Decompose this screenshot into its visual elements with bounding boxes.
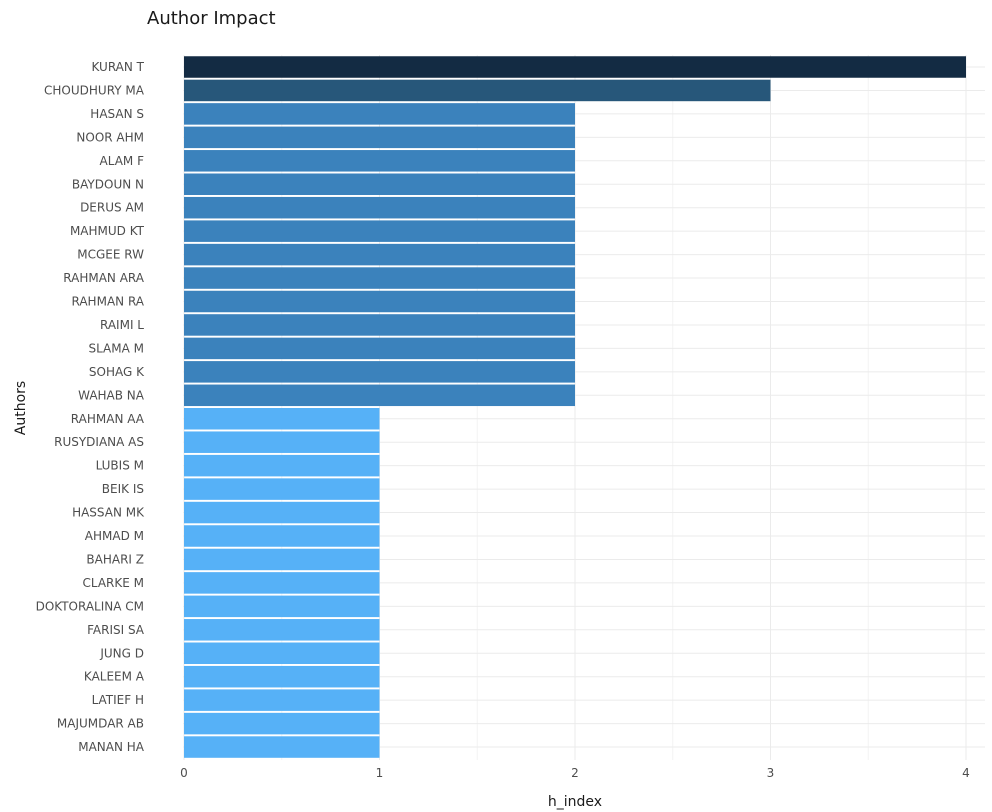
y-tick-label: RAHMAN ARA	[63, 271, 144, 285]
bar	[184, 454, 380, 477]
bar	[184, 384, 575, 407]
y-tick-label: LUBIS M	[96, 459, 144, 473]
bar	[184, 408, 380, 430]
bars	[184, 56, 966, 758]
y-tick-label: ALAM F	[100, 154, 145, 168]
y-tick-label: RAHMAN AA	[71, 412, 145, 426]
y-tick-labels: KURAN T CHOUDHURY MA HASAN S NOOR AHM ALAM F…	[36, 60, 146, 754]
y-tick-label: LATIEF H	[92, 693, 144, 707]
y-axis-title: Authors	[13, 381, 29, 435]
bar	[184, 548, 380, 571]
y-tick-label: BEIK IS	[102, 482, 144, 496]
y-tick-label: KURAN T	[91, 60, 144, 74]
y-tick-label: BAYDOUN N	[72, 177, 144, 191]
y-tick-label: WAHAB NA	[78, 388, 145, 402]
y-tick-label: RUSYDIANA AS	[54, 435, 144, 449]
bar	[184, 220, 575, 242]
y-tick-label: HASAN S	[90, 107, 144, 121]
bar	[184, 173, 575, 195]
bar	[184, 619, 380, 641]
y-tick-label: MAJUMDAR AB	[57, 717, 144, 731]
y-tick-label: CLARKE M	[82, 576, 144, 590]
bar	[184, 478, 380, 500]
y-tick-label: SLAMA M	[88, 341, 144, 355]
bar	[184, 525, 380, 547]
y-tick-label: CHOUDHURY MA	[44, 83, 145, 97]
y-tick-label: RAIMI L	[100, 318, 144, 332]
x-tick-labels: 0 1 2 3 4	[180, 766, 970, 780]
y-tick-label: KALEEM A	[84, 670, 145, 684]
bar	[184, 337, 575, 360]
x-tick-label: 1	[376, 766, 384, 780]
bar	[184, 712, 380, 735]
bar	[184, 79, 771, 102]
y-tick-label: MAHMUD KT	[70, 224, 145, 238]
bar	[184, 665, 380, 688]
x-tick-label: 2	[571, 766, 579, 780]
bar	[184, 56, 966, 78]
bar	[184, 243, 575, 266]
y-tick-label: HASSAN MK	[72, 506, 145, 520]
x-axis-title: h_index	[548, 794, 602, 810]
bar	[184, 314, 575, 336]
y-tick-label: RAHMAN RA	[72, 295, 145, 309]
x-tick-label: 3	[767, 766, 775, 780]
y-tick-label: MCGEE RW	[77, 248, 144, 262]
y-tick-label: SOHAG K	[89, 365, 145, 379]
y-tick-label: DOKTORALINA CM	[36, 599, 144, 613]
y-tick-label: DERUS AM	[80, 201, 144, 215]
y-tick-label: JUNG D	[99, 646, 144, 660]
bar	[184, 150, 575, 172]
bar	[184, 126, 575, 149]
bar	[184, 103, 575, 125]
y-tick-label: AHMAD M	[85, 529, 144, 543]
bar	[184, 361, 575, 383]
bar	[184, 689, 380, 711]
bar	[184, 196, 575, 219]
bar	[184, 572, 380, 594]
y-tick-label: FARISI SA	[87, 623, 145, 637]
x-tick-label: 4	[962, 766, 970, 780]
bar	[184, 736, 380, 758]
y-tick-label: BAHARI Z	[86, 552, 144, 566]
chart-title: Author Impact	[147, 8, 276, 29]
bar	[184, 595, 380, 618]
bar	[184, 267, 575, 289]
bar	[184, 431, 380, 453]
y-tick-label: NOOR AHM	[76, 130, 144, 144]
y-tick-label: MANAN HA	[78, 740, 145, 754]
bar	[184, 501, 380, 524]
x-tick-label: 0	[180, 766, 188, 780]
bar	[184, 642, 380, 664]
bar	[184, 290, 575, 313]
